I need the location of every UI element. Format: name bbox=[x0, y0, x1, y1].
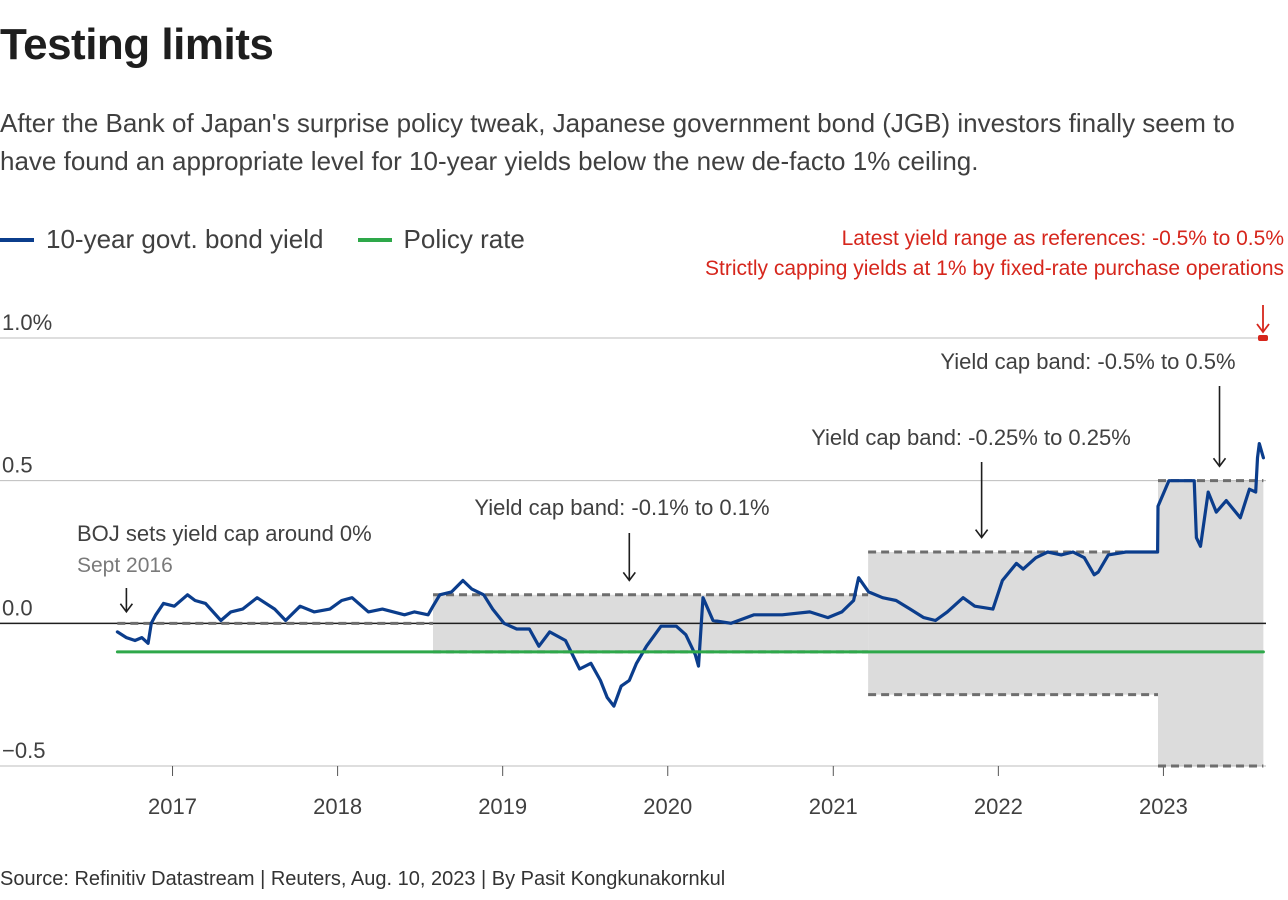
annotation-arrow-head-0 bbox=[119, 603, 134, 614]
annotation-label-0: BOJ sets yield cap around 0% bbox=[77, 521, 372, 546]
annotation-arrow-head-2 bbox=[974, 529, 989, 539]
red-arrow-head bbox=[1256, 323, 1270, 334]
y-tick-label-0: 1.0% bbox=[2, 310, 52, 335]
legend-item-yield: 10-year govt. bond yield bbox=[0, 224, 324, 255]
chart-subtitle: After the Bank of Japan's surprise polic… bbox=[0, 108, 1235, 176]
y-tick-label-3: −0.5 bbox=[2, 738, 45, 763]
x-tick-label-1: 2018 bbox=[313, 794, 362, 819]
chart-title: Testing limits bbox=[0, 20, 274, 69]
annotation-arrow-head-3 bbox=[1212, 457, 1227, 468]
legend-swatch-policy-rate bbox=[357, 237, 392, 242]
legend: 10-year govt. bond yield Policy rate bbox=[0, 224, 559, 255]
y-tick-label-1: 0.5 bbox=[2, 453, 33, 478]
legend-item-policy-rate: Policy rate bbox=[357, 224, 525, 255]
annotation-sublabel-0: Sept 2016 bbox=[77, 554, 173, 577]
red-note-fixed-rate-cap: Strictly capping yields at 1% by fixed-r… bbox=[705, 257, 1284, 280]
red-ceiling-marker bbox=[1258, 335, 1268, 341]
x-tick-label-5: 2022 bbox=[974, 794, 1023, 819]
annotation-label-1: Yield cap band: -0.1% to 0.1% bbox=[474, 495, 769, 520]
legend-label-policy-rate: Policy rate bbox=[403, 224, 525, 254]
y-tick-label-2: 0.0 bbox=[2, 595, 33, 620]
legend-swatch-yield bbox=[0, 237, 34, 242]
series-line-yield bbox=[115, 442, 1265, 708]
x-tick-label-6: 2023 bbox=[1139, 794, 1188, 819]
annotation-label-2: Yield cap band: -0.25% to 0.25% bbox=[811, 425, 1131, 450]
legend-label-yield: 10-year govt. bond yield bbox=[46, 224, 324, 254]
annotation-label-3: Yield cap band: -0.5% to 0.5% bbox=[940, 349, 1235, 374]
red-note-reference-range: Latest yield range as references: -0.5% … bbox=[841, 227, 1284, 250]
x-tick-label-4: 2021 bbox=[809, 794, 858, 819]
x-tick-label-2: 2019 bbox=[478, 794, 527, 819]
source-note: Source: Refinitiv Datastream | Reuters, … bbox=[0, 868, 726, 890]
annotation-arrow-head-1 bbox=[622, 571, 636, 582]
x-tick-label-0: 2017 bbox=[148, 794, 197, 819]
x-tick-label-3: 2020 bbox=[643, 794, 692, 819]
